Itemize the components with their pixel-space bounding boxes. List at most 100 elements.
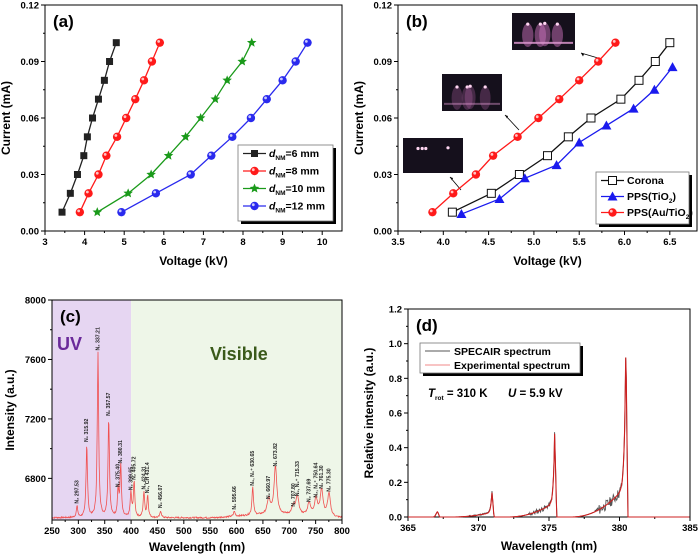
data-point-body bbox=[534, 113, 543, 123]
x-tick-label: 450 bbox=[150, 526, 166, 537]
data-point bbox=[616, 94, 626, 104]
x-tick-label: 365 bbox=[400, 523, 417, 534]
data-point bbox=[543, 151, 552, 161]
discharge-spot bbox=[446, 146, 450, 150]
data-point bbox=[102, 151, 111, 160]
y-axis-label: Current (mA) bbox=[352, 81, 366, 155]
series-d-nm-10-mm bbox=[92, 37, 257, 217]
photo-background bbox=[442, 74, 502, 111]
data-point-highlight bbox=[153, 190, 157, 194]
discharge-spot bbox=[455, 85, 459, 89]
data-point-highlight bbox=[157, 39, 161, 43]
panel-label: (c) bbox=[60, 307, 81, 326]
data-point-body bbox=[250, 201, 259, 211]
x-tick-label: 300 bbox=[70, 526, 86, 537]
x-tick-label: 5 bbox=[122, 237, 128, 248]
data-point-body bbox=[488, 151, 498, 160]
data-point bbox=[449, 189, 458, 198]
series-experimental-spectrum bbox=[408, 357, 690, 518]
peak-label: N₂ 660.97 bbox=[266, 476, 272, 499]
y-tick-label: 0.09 bbox=[374, 57, 393, 68]
x-tick-label: 375 bbox=[541, 523, 558, 534]
data-point bbox=[146, 169, 156, 179]
data-point-highlight bbox=[251, 168, 255, 172]
x-tick-label: 3.5 bbox=[391, 237, 405, 248]
data-point bbox=[147, 57, 157, 66]
data-point-highlight bbox=[103, 152, 107, 156]
legend-label: Corona bbox=[627, 175, 664, 187]
discharge-photo-inset bbox=[442, 74, 520, 131]
data-point-highlight bbox=[304, 39, 308, 43]
plot-frame bbox=[407, 308, 691, 518]
plasma-glow bbox=[551, 23, 564, 48]
x-tick-label: 5.0 bbox=[527, 237, 540, 248]
data-point bbox=[123, 188, 133, 198]
data-point bbox=[575, 76, 584, 85]
chart-panel-d: 365 370 375 380 385 0.0 0.2 0.4 0.6 0.8 1.0 1.2 Wave… bbox=[362, 305, 699, 554]
data-point bbox=[563, 132, 573, 142]
legend-box bbox=[419, 342, 581, 374]
y-tick-label: 0.12 bbox=[374, 1, 393, 12]
data-point-body bbox=[131, 94, 140, 104]
series-pps-au-tio2- bbox=[428, 38, 620, 217]
region-label-visible: Visible bbox=[210, 344, 268, 364]
data-point-highlight bbox=[114, 134, 118, 137]
data-point-body bbox=[278, 76, 287, 85]
data-point-highlight bbox=[85, 190, 89, 194]
data-point bbox=[155, 38, 165, 47]
peak-label: N₂ 424.31 bbox=[141, 466, 147, 489]
arrow-head bbox=[581, 53, 584, 57]
data-point bbox=[428, 207, 437, 217]
data-point bbox=[186, 170, 195, 179]
legend-label: Experimental spectrum bbox=[454, 360, 570, 372]
data-point bbox=[210, 94, 221, 104]
series-d-nm-6-mm bbox=[58, 39, 120, 216]
chart-panel-a: 3 4 5 6 7 8 9 10 0.00 0.03 0.06 0.09 0.12 Voltage (kV… bbox=[0, 1, 343, 268]
plasma-glow bbox=[451, 86, 463, 110]
data-point-body bbox=[186, 170, 195, 179]
x-tick-label: 250 bbox=[44, 526, 60, 537]
data-point bbox=[601, 120, 612, 130]
x-tick-label: 700 bbox=[281, 526, 297, 537]
data-point-body bbox=[112, 132, 122, 142]
data-point bbox=[251, 150, 258, 157]
data-point bbox=[228, 132, 237, 142]
data-point-highlight bbox=[251, 203, 255, 207]
y-axis-label: Intensity (a.u.) bbox=[3, 369, 17, 450]
photo-background bbox=[403, 138, 463, 173]
data-point bbox=[73, 171, 81, 178]
data-point bbox=[594, 57, 603, 66]
data-point-body bbox=[207, 151, 216, 160]
x-tick-label: 650 bbox=[255, 526, 271, 537]
x-tick-label: 600 bbox=[229, 526, 245, 537]
y-tick-label: 0.12 bbox=[21, 1, 40, 12]
data-point bbox=[250, 201, 259, 211]
plasma-glow bbox=[461, 86, 473, 110]
electrode-glow bbox=[514, 41, 573, 44]
region-label-uv: UV bbox=[57, 334, 82, 354]
data-point-highlight bbox=[515, 134, 518, 137]
arrow-head bbox=[450, 177, 453, 181]
discharge-spot bbox=[416, 146, 420, 151]
data-point-body bbox=[471, 170, 481, 179]
x-tick-label: 6 bbox=[161, 237, 166, 248]
series-line bbox=[79, 42, 161, 213]
data-point bbox=[112, 39, 120, 47]
peak-label: N₂ 673.82 bbox=[273, 443, 279, 466]
data-point-highlight bbox=[229, 134, 233, 137]
y-tick-label: 1.0 bbox=[389, 339, 402, 350]
series-specair-spectrum bbox=[408, 357, 690, 518]
panel-label: (d) bbox=[416, 316, 438, 335]
chart-panel-b: 3.5 4.0 4.5 5.0 5.5 6.0 6.5 0.00 0.03 0.06 0.09 0.1… bbox=[352, 1, 698, 268]
voltage-annotation: U = 5.9 kV bbox=[508, 388, 563, 400]
series-d-nm-8-mm bbox=[75, 38, 165, 217]
discharge-spot bbox=[555, 22, 559, 26]
y-tick-label: 0.03 bbox=[21, 170, 40, 181]
discharge-spot bbox=[538, 22, 542, 26]
data-point bbox=[574, 137, 585, 147]
y-tick-label: 7200 bbox=[25, 414, 46, 425]
series-line bbox=[431, 42, 616, 213]
plasma-glow bbox=[539, 22, 551, 47]
legend: SPECAIR spectrum Experimental spectrum bbox=[419, 342, 583, 376]
